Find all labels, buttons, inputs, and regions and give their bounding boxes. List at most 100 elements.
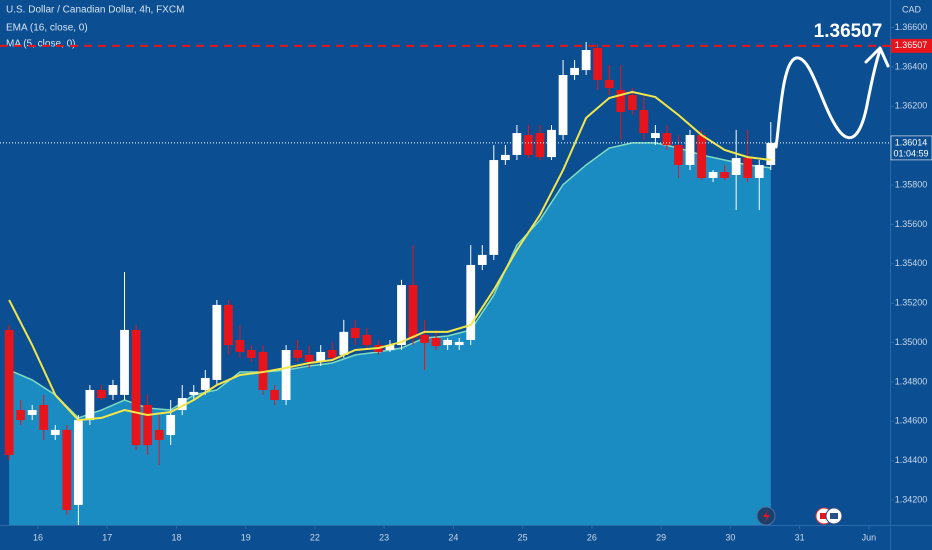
candle-body: [431, 337, 441, 347]
candle-body: [131, 329, 141, 446]
candle-body: [270, 389, 279, 400]
candle-body: [166, 414, 176, 436]
last-price-label: 1.36014: [895, 137, 928, 147]
candle-body: [385, 345, 395, 350]
annotation: 1.36507: [814, 21, 883, 42]
candle-body: [16, 410, 26, 421]
candle-body: [304, 354, 314, 363]
candle-body: [420, 334, 429, 343]
candle-body: [500, 154, 510, 161]
candle-body: [258, 351, 268, 390]
y-axis-unit: CAD: [902, 4, 922, 14]
candle-body: [489, 160, 499, 255]
candle-body: [39, 404, 49, 430]
candle-body: [512, 133, 522, 155]
candle-body: [685, 135, 695, 165]
y-tick-label: 1.35800: [895, 179, 928, 189]
hand-drawn-arrow: [774, 48, 882, 149]
y-tick-label: 1.36600: [895, 22, 928, 32]
candle-body: [97, 389, 106, 399]
x-tick-label: 31: [795, 532, 805, 542]
x-tick-label: 26: [587, 532, 597, 542]
candle-body: [443, 339, 453, 346]
x-tick-label: Jun: [862, 532, 877, 542]
candle-body: [362, 334, 372, 346]
candle-body: [108, 385, 118, 395]
candle-body: [247, 350, 256, 358]
candle-body: [639, 110, 649, 134]
candle-body: [674, 145, 683, 165]
x-tick-label: 18: [171, 532, 181, 542]
candle-body: [339, 331, 349, 355]
y-tick-label: 1.35600: [895, 219, 928, 229]
candle-body: [708, 172, 718, 178]
y-tick-label: 1.34200: [895, 494, 928, 504]
last-price-box: [890, 135, 932, 161]
y-tick-label: 1.35200: [895, 298, 928, 308]
lightning-icon: [756, 506, 776, 526]
candle-body: [62, 429, 72, 511]
candle-body: [616, 89, 626, 113]
candle-body: [547, 129, 556, 158]
candle-body: [397, 285, 406, 346]
candle-body: [408, 285, 418, 338]
candle-body: [581, 50, 591, 71]
candle-body: [697, 135, 706, 178]
candle-body: [154, 429, 164, 440]
candle-body: [327, 350, 337, 358]
candle-body: [454, 341, 464, 346]
candle-body: [650, 133, 660, 138]
candle-body: [604, 79, 614, 88]
candle-body: [524, 135, 533, 155]
candle-body: [766, 142, 776, 165]
candle-body: [731, 158, 741, 175]
ema-line: [8, 90, 771, 422]
candle-body: [754, 164, 764, 178]
y-tick-label: 1.34800: [895, 376, 928, 386]
candle-body: [570, 67, 579, 75]
candle-body: [27, 410, 37, 415]
candle-body: [593, 48, 603, 80]
candle-body: [50, 429, 60, 436]
candle-body: [293, 350, 303, 358]
resistance-label-box: [891, 38, 932, 53]
y-tick-label: 1.35000: [895, 337, 928, 347]
x-tick-label: 16: [33, 532, 43, 542]
x-tick-label: 25: [518, 532, 528, 542]
candle-body: [627, 95, 637, 111]
chart-title: U.S. Dollar / Canadian Dollar, 4h, FXCM: [6, 5, 184, 16]
x-tick-label: 19: [241, 532, 251, 542]
countdown-label: 01:04:59: [893, 148, 928, 158]
x-tick-label: 29: [656, 532, 666, 542]
x-tick-label: 23: [379, 532, 389, 542]
candle-body: [200, 377, 210, 390]
legend-entry: MA (5, close, 0): [6, 39, 75, 50]
candle-body: [535, 133, 545, 158]
y-tick-label: 1.35400: [895, 258, 928, 268]
candle-body: [316, 351, 326, 363]
candle-body: [235, 339, 245, 352]
arrow-head: [864, 46, 890, 68]
legend-entry: EMA (16, close, 0): [6, 23, 88, 34]
candle-body: [212, 304, 222, 380]
ma-area: [9, 142, 771, 525]
candle-body: [350, 327, 360, 338]
candle-body: [120, 329, 129, 395]
y-tick-label: 1.36200: [895, 101, 928, 111]
candle-body: [143, 404, 152, 446]
candle-body: [466, 264, 476, 340]
x-tick-label: 17: [102, 532, 112, 542]
x-tick-label: 30: [725, 532, 735, 542]
candle-body: [281, 350, 291, 400]
y-tick-label: 1.36400: [895, 61, 928, 71]
resistance-label: 1.36507: [895, 40, 928, 50]
candle-body: [85, 389, 95, 421]
candle-body: [177, 398, 187, 411]
y-tick-label: 1.34400: [895, 455, 928, 465]
candle-body: [743, 158, 753, 178]
candle-body: [4, 329, 14, 455]
plot-area: [4, 41, 776, 525]
candle-body: [558, 75, 568, 136]
